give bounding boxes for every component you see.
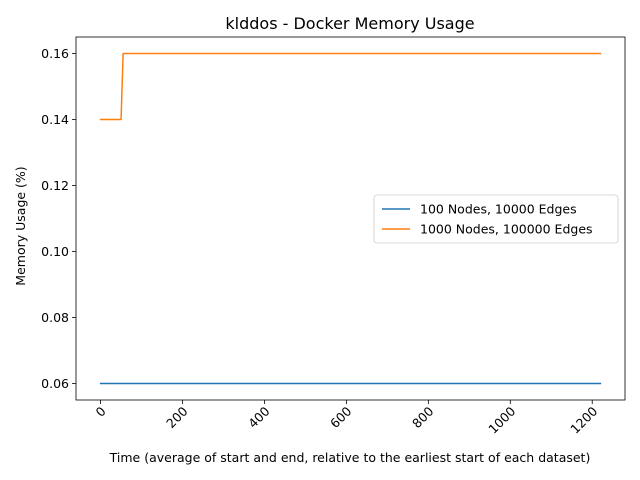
legend: 100 Nodes, 10000 Edges 1000 Nodes, 100000… <box>373 194 619 244</box>
x-axis-label: Time (average of start and end, relative… <box>109 450 591 465</box>
axes-frame <box>75 36 626 401</box>
y-axis-label: Memory Usage (%) <box>13 166 28 285</box>
y-tick-label: 0.10 <box>41 244 69 259</box>
y-tick-label: 0.08 <box>41 310 69 325</box>
y-tick-label: 0.14 <box>41 112 69 127</box>
legend-label-1: 100 Nodes, 10000 Edges <box>420 202 577 217</box>
chart-title: klddos - Docker Memory Usage <box>225 14 474 33</box>
series-line-2 <box>99 52 602 121</box>
y-tick-label: 0.06 <box>41 376 69 391</box>
legend-box <box>373 194 619 244</box>
y-tick-label: 0.16 <box>41 46 69 61</box>
legend-label-2: 1000 Nodes, 100000 Edges <box>420 222 593 237</box>
y-tick-label: 0.12 <box>41 178 69 193</box>
